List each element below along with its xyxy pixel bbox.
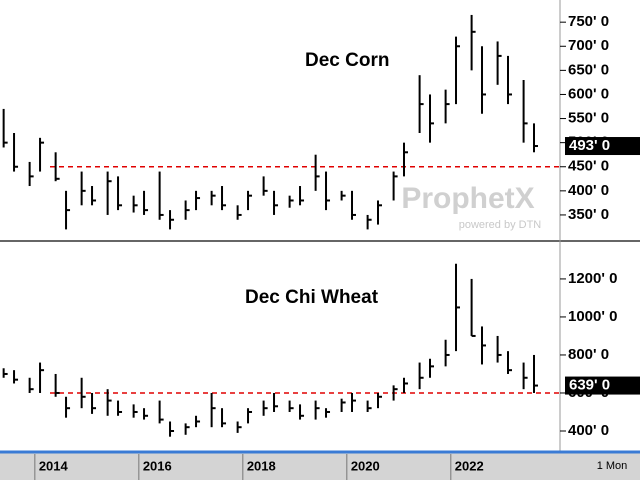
x-tick-label: 2018 (247, 458, 276, 473)
y-tick-label: 750' 0 (568, 13, 609, 30)
x-tick-label: 2020 (351, 458, 380, 473)
last-value-box (565, 376, 640, 395)
last-value-box (565, 137, 640, 156)
watermark-brand: ProphetX (401, 182, 534, 215)
y-tick-label: 400' 0 (568, 422, 609, 439)
x-tick-label: 2014 (39, 458, 69, 473)
last-value-label: 639' 0 (569, 377, 610, 394)
y-tick-label: 400' 0 (568, 182, 609, 199)
y-tick-label: 1200' 0 (568, 270, 617, 287)
x-tick-label: 2022 (455, 458, 484, 473)
x-axis-strip (0, 452, 640, 480)
y-tick-label: 1000' 0 (568, 308, 617, 325)
y-tick-label: 450' 0 (568, 158, 609, 175)
y-tick-label: 800' 0 (568, 346, 609, 363)
y-tick-label: 600' 0 (568, 85, 609, 102)
last-value-label: 493' 0 (569, 137, 610, 154)
panel-title: Dec Corn (305, 50, 389, 71)
panel-title: Dec Chi Wheat (245, 287, 379, 308)
y-tick-label: 550' 0 (568, 110, 609, 127)
y-tick-label: 700' 0 (568, 37, 609, 54)
x-tick-label: 2016 (143, 458, 172, 473)
y-tick-label: 350' 0 (568, 206, 609, 223)
watermark-tagline: powered by DTN (459, 219, 542, 231)
period-label: 1 Mon (597, 460, 628, 472)
y-tick-label: 650' 0 (568, 61, 609, 78)
